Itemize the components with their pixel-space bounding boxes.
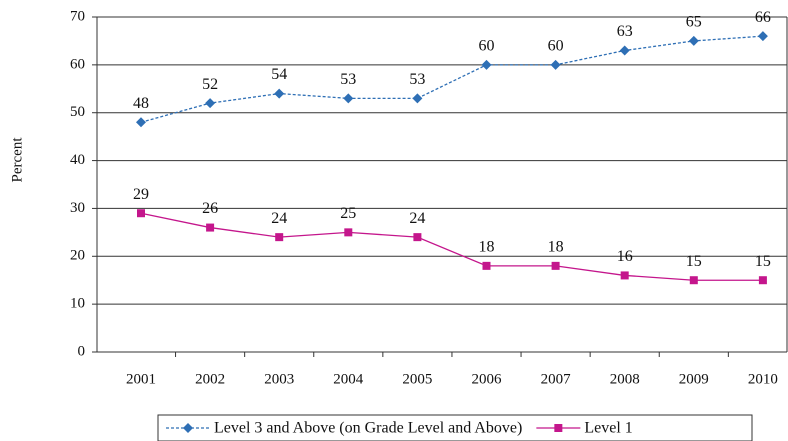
point (551, 261, 560, 270)
point (481, 59, 492, 70)
point (344, 228, 353, 237)
data-label: 65 (686, 14, 702, 31)
data-label: 53 (409, 71, 425, 88)
x-tick-label: 2005 (402, 371, 432, 387)
data-label: 63 (617, 23, 633, 40)
x-tick-label: 2010 (748, 371, 778, 387)
data-label: 24 (271, 210, 287, 227)
point (206, 223, 215, 232)
point (619, 45, 630, 56)
x-tick-label: 2001 (126, 371, 156, 387)
y-tick-label: 0 (78, 343, 86, 359)
data-label: 60 (548, 38, 564, 55)
y-tick-label: 60 (70, 56, 85, 72)
point (183, 423, 193, 433)
y-tick-label: 70 (70, 8, 85, 24)
point (688, 35, 699, 46)
data-label: 48 (133, 95, 149, 112)
point (554, 424, 563, 432)
data-label: 25 (340, 205, 356, 222)
y-tick-label: 50 (70, 104, 85, 120)
legend-label: Level 1 (584, 420, 632, 437)
data-label: 18 (548, 239, 564, 256)
point (136, 117, 146, 128)
legend-label: Level 3 and Above (on Grade Level and Ab… (214, 420, 522, 437)
data-label: 60 (479, 38, 495, 55)
x-tick-label: 2006 (472, 371, 503, 387)
data-label: 54 (271, 66, 287, 83)
point (137, 209, 145, 218)
point (482, 261, 491, 270)
point (550, 59, 561, 70)
data-label: 18 (479, 239, 495, 256)
point (205, 98, 216, 109)
y-tick-label: 20 (70, 248, 85, 264)
data-label: 26 (202, 200, 218, 217)
point (757, 31, 768, 42)
data-label: 15 (755, 253, 771, 270)
data-label: 16 (617, 248, 633, 265)
point (275, 233, 284, 242)
point (274, 88, 285, 99)
point (620, 271, 629, 280)
x-tick-label: 2007 (541, 371, 572, 387)
data-label: 53 (340, 71, 356, 88)
x-tick-label: 2003 (264, 371, 294, 387)
series-line (140, 212, 763, 281)
x-tick-label: 2002 (195, 371, 225, 387)
y-axis-label: Percent (9, 137, 25, 183)
data-label: 29 (133, 186, 149, 203)
point (758, 276, 767, 285)
y-tick-label: 10 (70, 296, 85, 312)
point (689, 276, 698, 285)
y-tick-label: 40 (70, 152, 85, 168)
legend-box (157, 414, 753, 441)
data-label: 52 (202, 76, 218, 93)
x-tick-label: 2008 (610, 371, 640, 387)
series-line (140, 35, 763, 123)
point (412, 93, 423, 104)
data-label: 66 (755, 9, 771, 26)
y-tick-label: 30 (70, 200, 85, 216)
point (413, 233, 422, 242)
data-label: 15 (686, 253, 702, 270)
point (343, 93, 354, 104)
x-tick-label: 2004 (333, 371, 364, 387)
x-tick-label: 2009 (679, 371, 709, 387)
data-label: 24 (409, 210, 425, 227)
